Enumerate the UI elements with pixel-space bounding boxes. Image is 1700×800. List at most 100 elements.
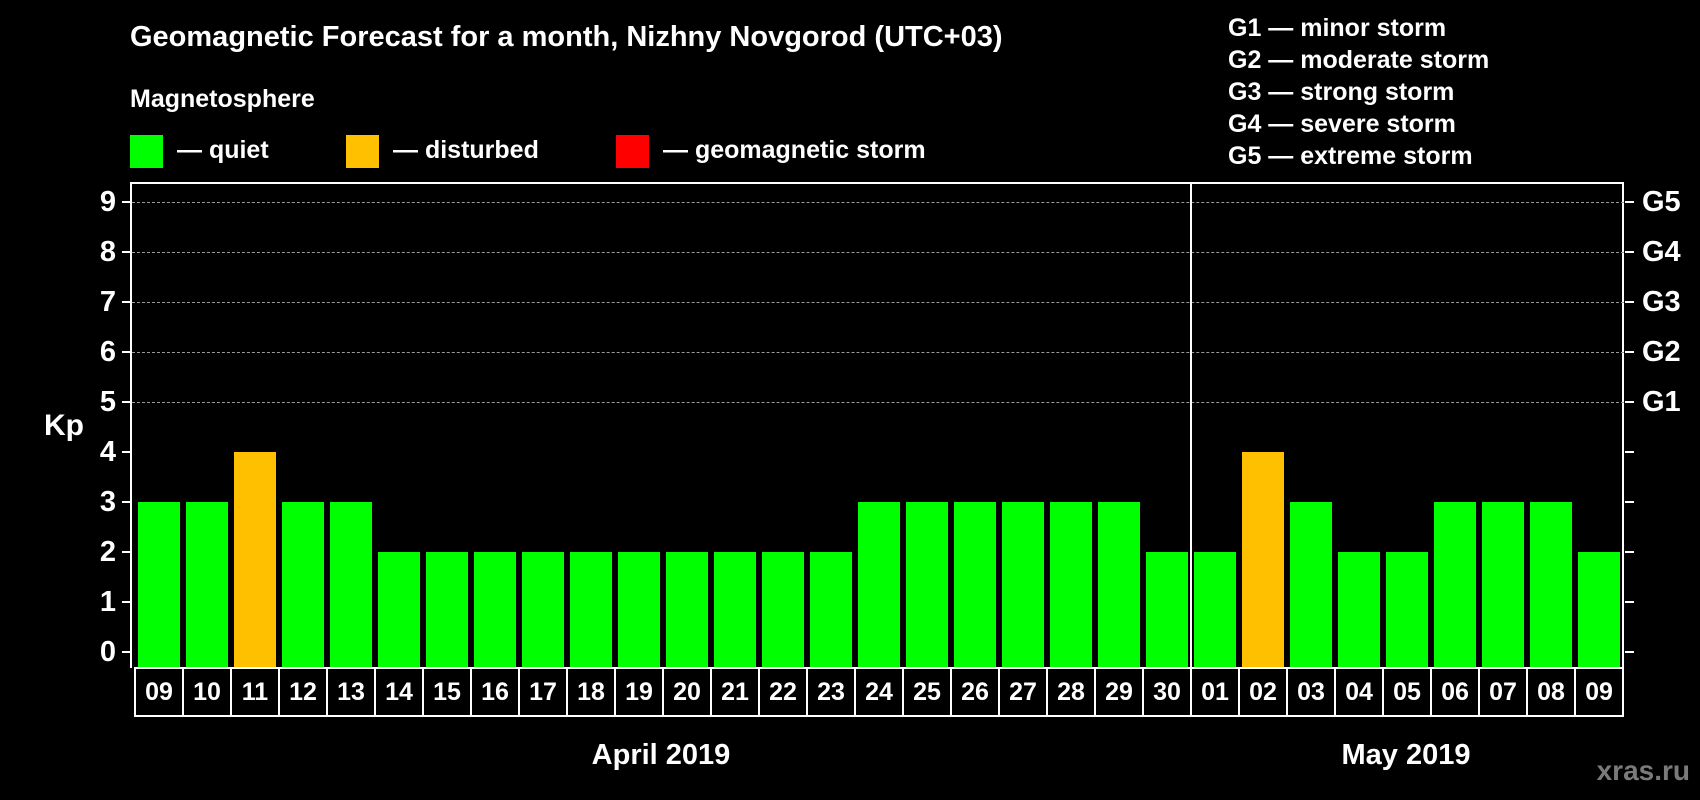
bar-quiet	[714, 552, 756, 668]
date-label: 06	[1430, 667, 1480, 717]
y-tick	[122, 551, 131, 553]
bar-quiet	[522, 552, 564, 668]
month-label-april: April 2019	[591, 739, 731, 771]
y-tick-right	[1625, 501, 1634, 503]
bar-quiet	[1434, 502, 1476, 668]
gscale-g5: G5 — extreme storm	[1228, 142, 1473, 170]
bar-quiet	[426, 552, 468, 668]
y-tick-right	[1625, 651, 1634, 653]
bar-quiet	[618, 552, 660, 668]
bar-quiet	[1578, 552, 1620, 668]
date-label: 21	[710, 667, 760, 717]
gridline	[132, 402, 1624, 403]
date-label: 12	[278, 667, 328, 717]
y-tick-right	[1625, 301, 1634, 303]
bar-quiet	[666, 552, 708, 668]
bar-quiet	[1002, 502, 1044, 668]
date-label: 17	[518, 667, 568, 717]
y-tick-label: 4	[99, 436, 116, 468]
date-label: 19	[614, 667, 664, 717]
date-label: 28	[1046, 667, 1096, 717]
gscale-g3: G3 — strong storm	[1228, 78, 1455, 106]
bar-quiet	[906, 502, 948, 668]
chart-title: Geomagnetic Forecast for a month, Nizhny…	[130, 21, 1003, 53]
y-tick	[122, 401, 131, 403]
gscale-g2: G2 — moderate storm	[1228, 46, 1490, 74]
date-label: 13	[326, 667, 376, 717]
gscale-legend: G1 — minor storm G2 — moderate storm G3 …	[1228, 12, 1489, 172]
bar-quiet	[378, 552, 420, 668]
y-tick	[122, 301, 131, 303]
y-tick-label: 7	[99, 286, 116, 318]
date-label: 02	[1238, 667, 1288, 717]
g-scale-label: G2	[1642, 336, 1681, 368]
section-label: Magnetosphere	[130, 85, 315, 113]
bar-quiet	[1290, 502, 1332, 668]
g-scale-label: G1	[1642, 386, 1681, 418]
y-tick-right	[1625, 451, 1634, 453]
gscale-g1: G1 — minor storm	[1228, 14, 1447, 42]
bar-quiet	[1338, 552, 1380, 668]
legend-swatch-storm	[616, 135, 649, 168]
date-label: 15	[422, 667, 472, 717]
legend-label-disturbed: — disturbed	[393, 136, 539, 164]
date-label: 20	[662, 667, 712, 717]
bar-quiet	[762, 552, 804, 668]
y-tick	[122, 201, 131, 203]
bar-quiet	[1146, 552, 1188, 668]
y-tick	[122, 451, 131, 453]
y-tick-right	[1625, 401, 1634, 403]
date-label: 07	[1478, 667, 1528, 717]
y-tick-label: 3	[99, 486, 116, 518]
bar-quiet	[1050, 502, 1092, 668]
y-tick	[122, 251, 131, 253]
bar-quiet	[1386, 552, 1428, 668]
y-tick-right	[1625, 551, 1634, 553]
plot-area	[130, 182, 1624, 668]
date-label: 29	[1094, 667, 1144, 717]
y-tick-label: 1	[99, 586, 116, 618]
date-label: 25	[902, 667, 952, 717]
y-tick	[122, 351, 131, 353]
y-tick-label: 0	[99, 636, 116, 668]
legend-swatch-disturbed	[346, 135, 379, 168]
date-label: 03	[1286, 667, 1336, 717]
y-tick-label: 6	[99, 336, 116, 368]
y-tick-right	[1625, 351, 1634, 353]
legend-label-quiet: — quiet	[177, 136, 269, 164]
date-label: 09	[134, 667, 184, 717]
bar-quiet	[1194, 552, 1236, 668]
date-label: 18	[566, 667, 616, 717]
gridline	[132, 202, 1624, 203]
month-label-may: May 2019	[1341, 739, 1471, 771]
date-axis: 09 10 11 12 13 14 15 16 17 18 19 20 21 22 23 24 25 26 27 28…	[134, 667, 1624, 717]
date-label: 04	[1334, 667, 1384, 717]
y-axis-label: Kp	[44, 409, 84, 442]
y-tick	[122, 601, 131, 603]
y-tick-right	[1625, 201, 1634, 203]
date-label: 01	[1190, 667, 1240, 717]
bar-disturbed	[234, 452, 276, 668]
bar-quiet	[570, 552, 612, 668]
g-scale-label: G4	[1642, 236, 1681, 268]
date-label: 16	[470, 667, 520, 717]
date-label: 27	[998, 667, 1048, 717]
y-tick-right	[1625, 251, 1634, 253]
legend-swatch-quiet	[130, 135, 163, 168]
legend-label-storm: — geomagnetic storm	[663, 136, 926, 164]
y-tick	[122, 651, 131, 653]
bar-quiet	[1482, 502, 1524, 668]
date-label: 30	[1142, 667, 1192, 717]
g-scale-label: G5	[1642, 186, 1681, 218]
y-tick-label: 9	[99, 186, 116, 218]
date-label: 22	[758, 667, 808, 717]
y-tick-label: 5	[99, 386, 116, 418]
g-scale-label: G3	[1642, 286, 1681, 318]
date-label: 11	[230, 667, 280, 717]
date-label: 10	[182, 667, 232, 717]
bar-quiet	[330, 502, 372, 668]
gscale-g4: G4 — severe storm	[1228, 110, 1456, 138]
bar-disturbed	[1242, 452, 1284, 668]
y-tick-label: 8	[99, 236, 116, 268]
date-label: 14	[374, 667, 424, 717]
